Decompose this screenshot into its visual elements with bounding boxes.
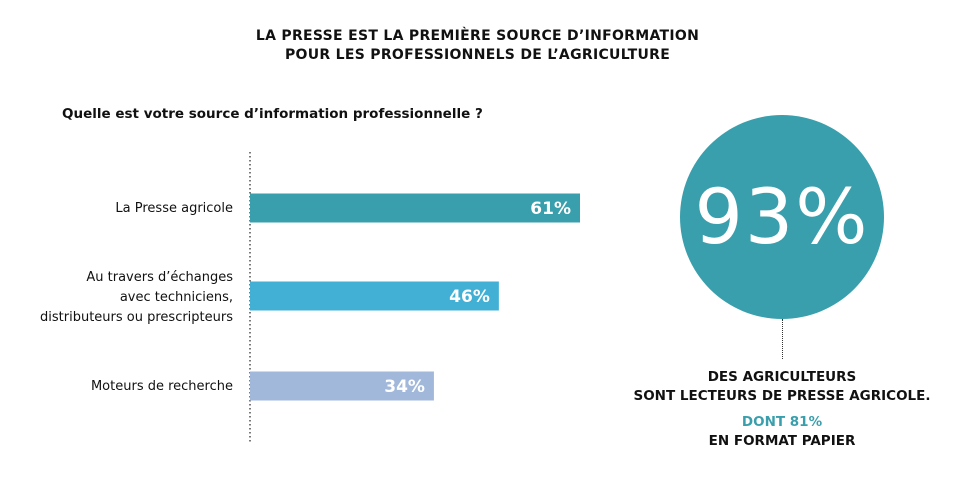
caption-line-1: DES AGRICULTEURS	[707, 369, 857, 385]
caption-line-4: EN FORMAT PAPIER	[708, 433, 856, 449]
title-line-2: POUR LES PROFESSIONNELS DE L’AGRICULTURE	[284, 47, 671, 63]
title-line-1: LA PRESSE EST LA PREMIÈRE SOURCE D’INFOR…	[255, 28, 700, 44]
category-label-echanges: Au travers d’échanges avec techniciens, …	[40, 270, 233, 325]
survey-question: Quelle est votre source d’information pr…	[62, 106, 483, 122]
bars-group: 61% 46% 34%	[250, 193, 581, 401]
caption-line-2: SONT LECTEURS DE PRESSE AGRICOLE.	[633, 388, 931, 404]
circle-connector-line	[782, 319, 783, 359]
highlight-value: 93%	[694, 172, 870, 261]
category-label-moteurs: Moteurs de recherche	[90, 379, 233, 394]
page-title: LA PRESSE EST LA PREMIÈRE SOURCE D’INFOR…	[0, 27, 955, 65]
highlight-caption: DES AGRICULTEURS SONT LECTEURS DE PRESSE…	[610, 368, 954, 451]
caption-line-3: DONT 81%	[741, 414, 823, 430]
bar-presse	[250, 193, 581, 223]
bar-value-label-presse: 61%	[530, 199, 571, 219]
highlight-circle: 93%	[680, 115, 884, 319]
bar-echanges	[250, 281, 499, 311]
bar-value-label-moteurs: 34%	[384, 377, 425, 397]
category-label-presse: La Presse agricole	[115, 201, 233, 216]
bar-value-label-echanges: 46%	[449, 287, 490, 307]
bar-moteurs	[250, 371, 434, 401]
